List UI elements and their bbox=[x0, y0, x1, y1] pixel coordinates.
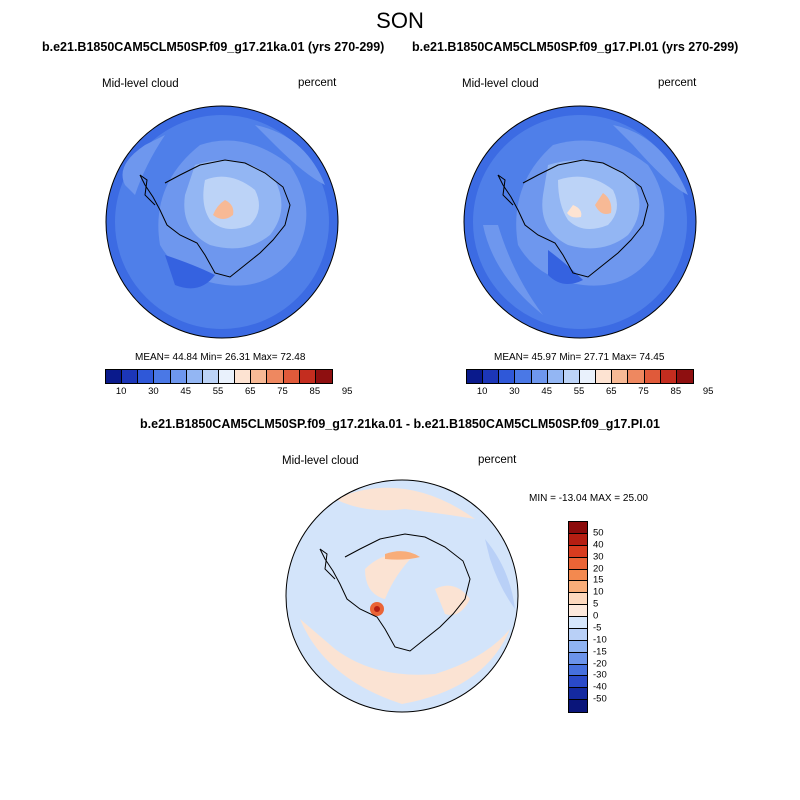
panel-1-map bbox=[105, 105, 339, 339]
colorbar-tick-label: 55 bbox=[212, 386, 224, 397]
figure-title: SON bbox=[376, 8, 424, 33]
colorbar-tick-label: 10 bbox=[476, 386, 488, 397]
colorbar-tick-label: 95 bbox=[702, 386, 714, 397]
diff-panel-title: b.e21.B1850CAM5CLM50SP.f09_g17.21ka.01 -… bbox=[140, 417, 660, 431]
colorbar-swatch bbox=[596, 370, 613, 383]
colorbar-swatch bbox=[569, 581, 587, 594]
colorbar-swatch bbox=[235, 370, 252, 383]
panel-2-variable-label: Mid-level cloud bbox=[462, 78, 539, 90]
colorbar-tick-label: 10 bbox=[593, 586, 604, 598]
panel-2-stats: MEAN= 45.97 Min= 27.71 Max= 74.45 bbox=[494, 352, 665, 363]
panel-1-units-label: percent bbox=[298, 77, 337, 89]
panel-2-colorbar-labels: 10 30 45 55 65 75 85 95 bbox=[466, 386, 714, 398]
diff-variable-label: Mid-level cloud bbox=[282, 455, 359, 467]
colorbar-tick-label: -30 bbox=[593, 669, 607, 681]
colorbar-tick-label: -10 bbox=[593, 634, 607, 646]
colorbar-tick-label: 75 bbox=[638, 386, 649, 397]
colorbar-swatch bbox=[628, 370, 645, 383]
colorbar-swatch bbox=[267, 370, 284, 383]
colorbar-tick-label: 20 bbox=[593, 563, 604, 574]
colorbar-swatch bbox=[299, 370, 316, 383]
colorbar-tick-label: 15 bbox=[593, 574, 604, 586]
panel-2-map bbox=[463, 105, 697, 339]
colorbar-swatch bbox=[569, 700, 587, 712]
colorbar-swatch bbox=[579, 370, 597, 383]
colorbar-tick-label: 95 bbox=[341, 386, 353, 397]
colorbar-swatch bbox=[499, 370, 516, 383]
colorbar-tick-label: 5 bbox=[593, 598, 599, 610]
colorbar-swatch bbox=[563, 370, 580, 383]
colorbar-swatch bbox=[170, 370, 187, 383]
colorbar-tick-label: 55 bbox=[573, 386, 585, 397]
colorbar-tick-label: 85 bbox=[670, 386, 682, 397]
colorbar-swatch bbox=[569, 676, 587, 689]
colorbar-tick-label: 10 bbox=[115, 386, 127, 397]
panel-2-colorbar bbox=[466, 369, 694, 384]
colorbar-swatch bbox=[138, 370, 155, 383]
colorbar-swatch bbox=[315, 370, 332, 383]
panel-1-colorbar bbox=[105, 369, 333, 384]
colorbar-tick-label: 45 bbox=[541, 386, 552, 397]
colorbar-tick-label: -50 bbox=[593, 693, 607, 705]
colorbar-swatch bbox=[106, 370, 123, 383]
diff-colorbar bbox=[568, 521, 588, 713]
colorbar-tick-label: 30 bbox=[593, 551, 604, 563]
colorbar-swatch bbox=[569, 533, 587, 546]
colorbar-tick-label: -40 bbox=[593, 681, 607, 693]
colorbar-swatch bbox=[154, 370, 171, 383]
colorbar-swatch bbox=[569, 640, 587, 653]
colorbar-swatch bbox=[569, 652, 587, 665]
colorbar-tick-label: 75 bbox=[277, 386, 288, 397]
colorbar-swatch bbox=[569, 617, 587, 629]
colorbar-swatch bbox=[467, 370, 484, 383]
colorbar-tick-label: 30 bbox=[509, 386, 520, 397]
colorbar-tick-label: 65 bbox=[244, 386, 256, 397]
colorbar-swatch bbox=[218, 370, 236, 383]
colorbar-swatch bbox=[202, 370, 219, 383]
colorbar-swatch bbox=[569, 664, 587, 677]
diff-stats: MIN = -13.04 MAX = 25.00 bbox=[529, 493, 648, 504]
panel-2-title: b.e21.B1850CAM5CLM50SP.f09_g17.PI.01 (yr… bbox=[412, 40, 739, 54]
colorbar-tick-label: 65 bbox=[605, 386, 617, 397]
diff-units-label: percent bbox=[478, 454, 517, 466]
colorbar-swatch bbox=[569, 688, 587, 701]
colorbar-swatch bbox=[122, 370, 139, 383]
colorbar-tick-label: -5 bbox=[593, 622, 602, 634]
colorbar-swatch bbox=[515, 370, 532, 383]
colorbar-tick-label: 0 bbox=[593, 610, 599, 622]
colorbar-tick-label: -20 bbox=[593, 658, 607, 669]
colorbar-swatch bbox=[569, 593, 587, 606]
colorbar-swatch bbox=[569, 569, 587, 582]
colorbar-swatch bbox=[283, 370, 300, 383]
colorbar-swatch bbox=[483, 370, 500, 383]
colorbar-tick-label: 40 bbox=[593, 539, 604, 551]
colorbar-tick-label: 45 bbox=[180, 386, 191, 397]
colorbar-swatch bbox=[569, 605, 587, 617]
colorbar-swatch bbox=[569, 545, 587, 558]
panel-2-units-label: percent bbox=[658, 77, 697, 89]
panel-1-stats: MEAN= 44.84 Min= 26.31 Max= 72.48 bbox=[135, 352, 306, 363]
colorbar-swatch bbox=[569, 628, 587, 641]
panel-1-colorbar-labels: 10 30 45 55 65 75 85 95 bbox=[105, 386, 353, 398]
colorbar-swatch bbox=[660, 370, 677, 383]
colorbar-swatch bbox=[547, 370, 564, 383]
diff-colorbar-labels: 50 40 30 20 15 10 5 0 -5 -10 -15 -20 -30 -40 -50 bbox=[593, 521, 623, 711]
colorbar-swatch bbox=[569, 557, 587, 570]
colorbar-tick-label: 30 bbox=[148, 386, 159, 397]
panel-1-title: b.e21.B1850CAM5CLM50SP.f09_g17.21ka.01 (… bbox=[42, 40, 385, 54]
colorbar-swatch bbox=[612, 370, 629, 383]
colorbar-tick-label: 85 bbox=[309, 386, 321, 397]
diff-map bbox=[285, 479, 519, 713]
panel-1-variable-label: Mid-level cloud bbox=[102, 78, 179, 90]
colorbar-tick-label: 50 bbox=[593, 527, 604, 539]
colorbar-swatch bbox=[251, 370, 268, 383]
colorbar-swatch bbox=[676, 370, 693, 383]
colorbar-swatch bbox=[186, 370, 203, 383]
colorbar-swatch bbox=[644, 370, 661, 383]
colorbar-swatch bbox=[531, 370, 548, 383]
colorbar-tick-label: -15 bbox=[593, 646, 607, 658]
colorbar-swatch bbox=[569, 522, 587, 534]
